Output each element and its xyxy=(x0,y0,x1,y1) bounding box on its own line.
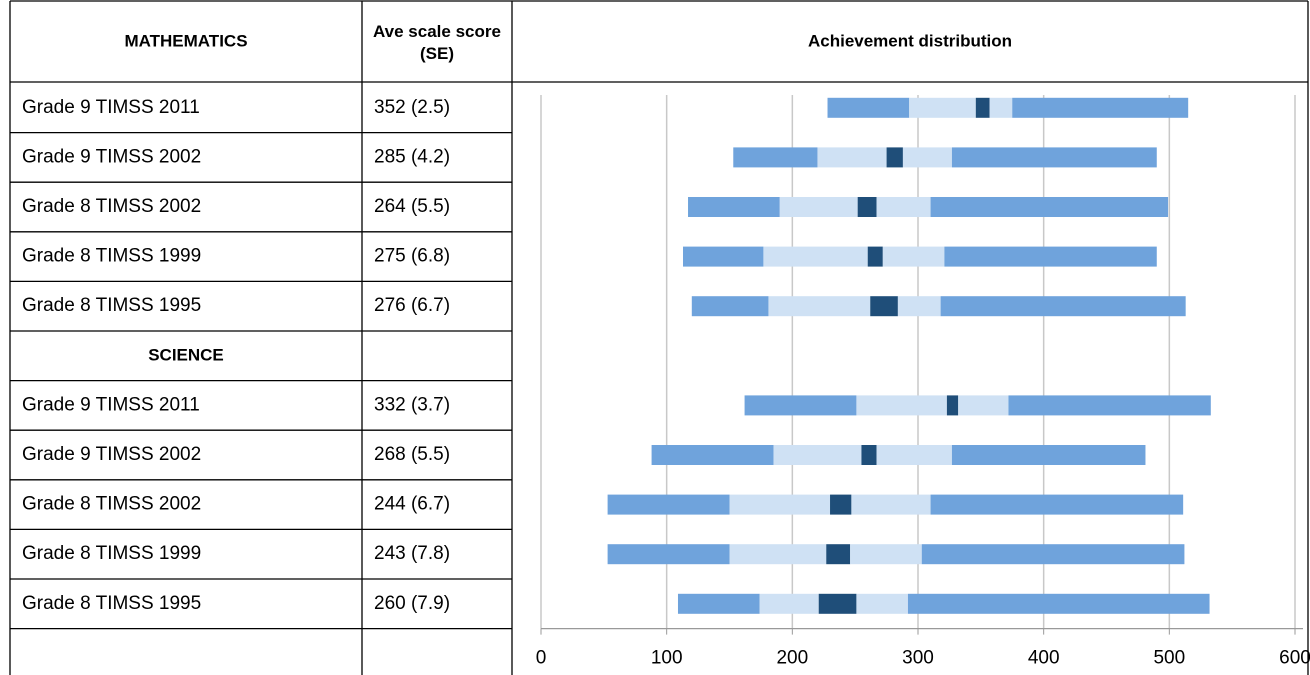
bar-segment xyxy=(989,97,1013,118)
row-label: Grade 8 TIMSS 2002 xyxy=(22,494,201,515)
bar-segment xyxy=(733,147,818,168)
bar-segment xyxy=(930,494,1184,515)
bar-segment xyxy=(1008,395,1211,416)
row-label: Grade 9 TIMSS 2011 xyxy=(22,97,200,118)
bar-segment xyxy=(850,544,922,565)
bar-segment xyxy=(861,445,877,465)
bar-segment xyxy=(818,593,857,614)
bar-segment xyxy=(902,147,952,168)
score: 332 (3.7) xyxy=(374,394,450,415)
bar-segment xyxy=(856,395,947,416)
bar-segment xyxy=(691,296,769,317)
score: 264 (5.5) xyxy=(374,196,450,217)
x-tick-label: 500 xyxy=(1153,648,1185,669)
bar-segment xyxy=(897,296,941,317)
bar-segment xyxy=(882,246,945,267)
row-label: Grade 8 TIMSS 1999 xyxy=(22,246,201,267)
bar-segment xyxy=(876,197,931,217)
bar-segment xyxy=(651,445,774,465)
bar-segment xyxy=(683,246,764,267)
bar-segment xyxy=(856,593,908,614)
header: Ave scale score (SE) xyxy=(373,22,501,63)
score: 276 (6.7) xyxy=(374,295,450,316)
bar-segment xyxy=(951,147,1157,168)
bar-segment xyxy=(930,197,1169,217)
header: MATHEMATICS xyxy=(124,31,247,50)
x-tick-label: 200 xyxy=(776,648,808,669)
x-tick-label: 300 xyxy=(902,648,934,669)
x-tick-label: 400 xyxy=(1028,648,1060,669)
section-label: SCIENCE xyxy=(148,345,224,364)
bar-segment xyxy=(773,445,862,465)
bar-segment xyxy=(946,395,959,416)
bar-segment xyxy=(951,445,1146,465)
bar-segment xyxy=(940,296,1186,317)
row-label: Grade 8 TIMSS 1995 xyxy=(22,593,201,614)
bar-segment xyxy=(921,544,1185,565)
bar-segment xyxy=(677,593,760,614)
bar-segment xyxy=(851,494,931,515)
bar-segment xyxy=(870,296,898,317)
bar-segment xyxy=(876,445,952,465)
score: 352 (2.5) xyxy=(374,97,450,118)
bar-segment xyxy=(958,395,1009,416)
bar-segment xyxy=(1012,97,1189,118)
bar-segment xyxy=(763,246,868,267)
bar-segment xyxy=(857,197,877,217)
chart-title: Achievement distribution xyxy=(808,31,1012,50)
bar-segment xyxy=(729,494,831,515)
table-borders xyxy=(9,0,1309,675)
score: 285 (4.2) xyxy=(374,146,450,167)
bar-segment xyxy=(729,544,827,565)
x-tick-label: 100 xyxy=(651,648,683,669)
bar-segment xyxy=(607,494,730,515)
bar-segment xyxy=(744,395,857,416)
score: 260 (7.9) xyxy=(374,593,450,614)
bar-segment xyxy=(607,544,730,565)
row-label: Grade 8 TIMSS 1995 xyxy=(22,295,201,316)
bar-segment xyxy=(827,97,910,118)
row-label: Grade 8 TIMSS 1999 xyxy=(22,543,201,564)
row-label: Grade 9 TIMSS 2011 xyxy=(22,394,200,415)
bar-segment xyxy=(759,593,819,614)
bar-segment xyxy=(826,544,851,565)
bar-segment xyxy=(909,97,976,118)
row-label: Grade 9 TIMSS 2002 xyxy=(22,146,201,167)
header-cell: Ave scale score (SE) xyxy=(373,22,501,63)
score: 275 (6.8) xyxy=(374,246,450,267)
score: 268 (5.5) xyxy=(374,444,450,465)
bar-segment xyxy=(975,97,990,118)
bar-segment xyxy=(768,296,871,317)
bar-segment xyxy=(830,494,852,515)
score: 243 (7.8) xyxy=(374,543,450,564)
bar-segment xyxy=(867,246,883,267)
row-label: Grade 8 TIMSS 2002 xyxy=(22,196,201,217)
bar-segment xyxy=(779,197,858,217)
bar-segment xyxy=(944,246,1157,267)
bar-segment xyxy=(817,147,887,168)
x-tick-label: 0 xyxy=(536,648,547,669)
bar-segment xyxy=(886,147,903,168)
score: 244 (6.7) xyxy=(374,494,450,515)
row-label: Grade 9 TIMSS 2002 xyxy=(22,444,201,465)
bar-segment xyxy=(688,197,780,217)
x-tick-label: 600 xyxy=(1279,648,1310,669)
bar-segment xyxy=(907,593,1210,614)
